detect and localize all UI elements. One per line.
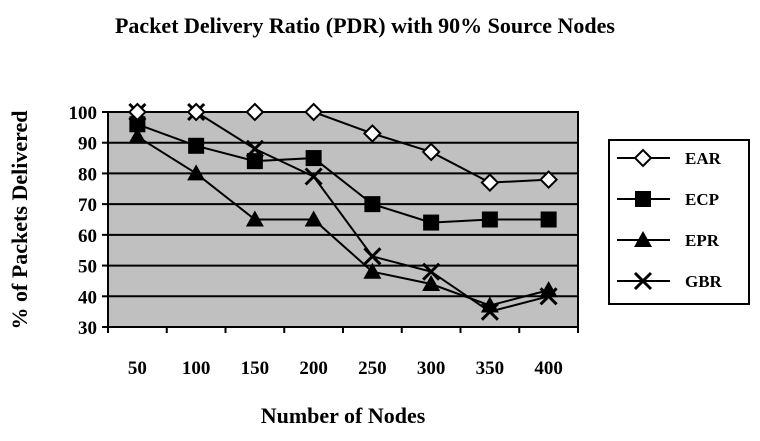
x-tick-label: 150 <box>241 358 270 379</box>
legend-item-epr: EPR <box>617 231 720 250</box>
series-ear <box>127 102 559 193</box>
point-marker <box>128 127 147 144</box>
y-tick-label: 60 <box>78 226 97 247</box>
legend-label: EPR <box>685 231 720 250</box>
y-tick-label: 90 <box>78 134 97 155</box>
legend: EAR ECP EPR GBR <box>608 139 750 305</box>
x-tick-label: 400 <box>534 358 563 379</box>
point-marker <box>362 124 382 143</box>
chart-title: Packet Delivery Ratio (PDR) with 90% Sou… <box>115 13 615 38</box>
x-tick-label: 100 <box>182 358 211 379</box>
y-tick-label: 30 <box>78 318 97 339</box>
point-marker <box>422 262 441 281</box>
series-epr <box>128 127 558 313</box>
point-marker <box>634 231 652 247</box>
y-tick-label: 40 <box>78 287 97 308</box>
point-marker <box>304 210 323 227</box>
point-marker <box>423 214 440 231</box>
legend-item-ecp: ECP <box>617 190 719 209</box>
x-stroke <box>304 167 323 186</box>
x-tick-labels: 50 100 150 200 250 300 350 400 <box>128 358 563 379</box>
point-marker <box>363 262 382 279</box>
point-marker <box>421 142 441 162</box>
point-marker <box>539 281 558 298</box>
point-marker <box>633 271 653 291</box>
y-tick-label: 50 <box>78 257 97 278</box>
point-marker <box>635 191 651 207</box>
x-tick-label: 200 <box>299 358 328 379</box>
point-marker <box>480 296 499 313</box>
point-marker <box>245 102 265 122</box>
point-marker <box>540 211 557 228</box>
x-tick-label: 50 <box>128 358 147 379</box>
point-marker <box>187 164 206 181</box>
legend-label: ECP <box>685 190 719 209</box>
x-tick-label: 250 <box>358 358 387 379</box>
point-marker <box>539 170 559 189</box>
x-tick-label: 300 <box>417 358 446 379</box>
y-tick-label: 100 <box>69 103 98 124</box>
x-stroke <box>363 247 382 266</box>
point-marker <box>304 102 324 122</box>
point-marker <box>364 196 381 213</box>
series-line <box>137 111 549 313</box>
series-line <box>136 135 549 307</box>
point-marker <box>305 150 322 167</box>
legend-label: EAR <box>685 149 722 168</box>
legend-item-ear: EAR <box>617 148 722 168</box>
series-group <box>127 102 559 321</box>
point-marker <box>481 211 498 228</box>
legend-box <box>608 139 750 305</box>
point-marker <box>304 167 323 186</box>
series-ecp <box>129 116 557 231</box>
legend-label: GBR <box>685 272 723 291</box>
x-stroke <box>422 262 441 281</box>
x-axis-title: Number of Nodes <box>261 403 426 428</box>
y-axis-title: % of Packets Delivered <box>7 111 32 330</box>
legend-item-gbr: GBR <box>617 271 723 291</box>
x-tick-label: 350 <box>476 358 505 379</box>
point-marker <box>422 275 441 291</box>
point-marker <box>129 116 146 133</box>
y-tick-label: 70 <box>78 195 97 216</box>
point-marker <box>245 210 264 227</box>
point-marker <box>188 137 205 154</box>
series-line <box>137 123 549 224</box>
axes <box>107 111 579 333</box>
point-marker <box>246 153 263 170</box>
point-marker <box>633 148 653 168</box>
point-marker <box>186 102 206 122</box>
point-marker <box>480 173 500 193</box>
point-marker <box>127 102 147 122</box>
point-marker <box>363 247 382 266</box>
y-tick-label: 80 <box>78 164 97 185</box>
series-line <box>137 111 549 184</box>
x-stroke <box>633 271 653 291</box>
y-tick-labels: 30 40 50 60 70 80 90 100 <box>69 103 98 339</box>
